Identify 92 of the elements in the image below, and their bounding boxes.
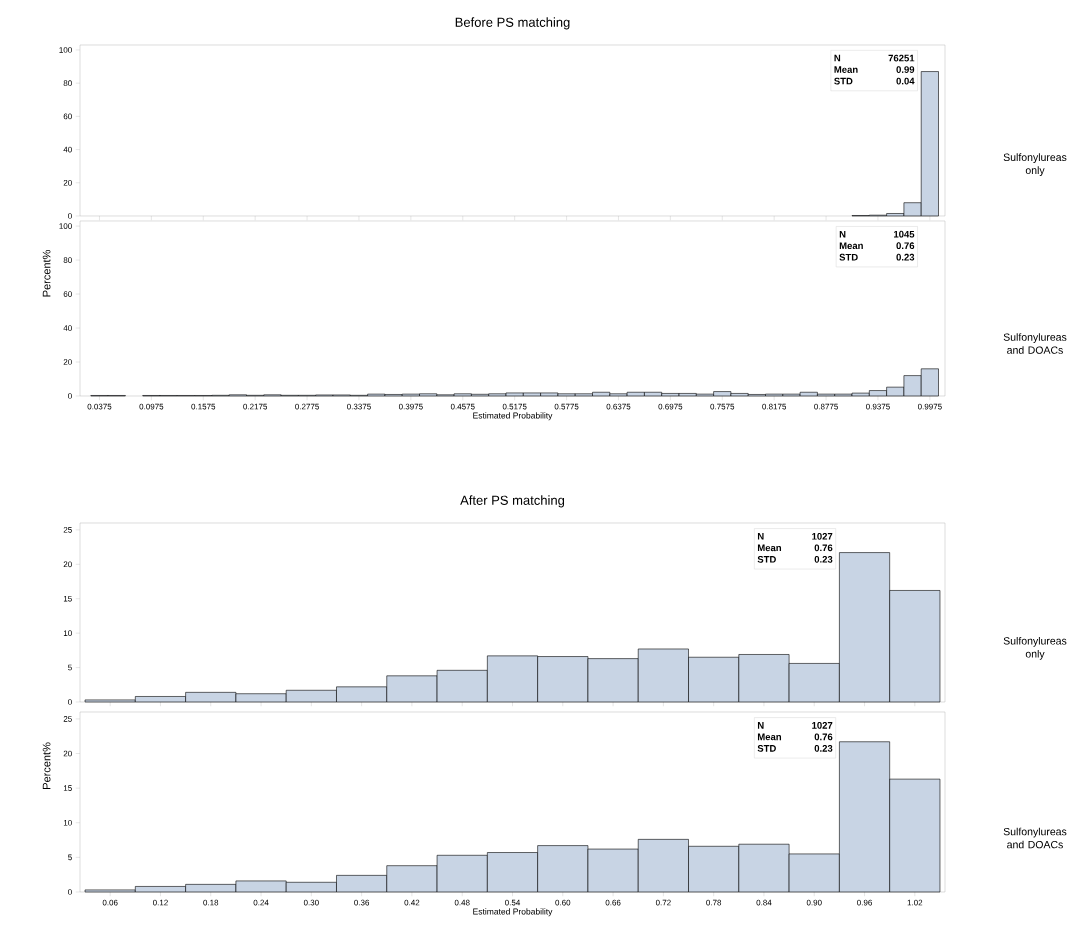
- x-tick-label: 0.7575: [710, 403, 735, 410]
- x-tick-label: 0.0375: [87, 403, 112, 410]
- x-tick-label: 0.1575: [191, 403, 216, 410]
- y-tick-label: 80: [63, 257, 72, 263]
- y-tick-label: 100: [59, 223, 72, 229]
- x-tick-label: 0.06: [102, 899, 118, 906]
- annotation: N: [834, 54, 841, 62]
- annotation: Mean: [757, 733, 782, 741]
- y-tick-label: 60: [63, 291, 72, 297]
- annotation: STD: [757, 555, 776, 563]
- y-tick-label: 10: [63, 630, 72, 636]
- x-tick-label: 0.5775: [554, 403, 579, 410]
- y-tick-label: 25: [63, 527, 72, 533]
- x-axis-title: Estimated Probability: [473, 412, 553, 421]
- annotation: STD: [757, 745, 776, 752]
- x-tick-label: 0.66: [605, 899, 621, 906]
- x-tick-label: 0.5175: [502, 403, 527, 410]
- x-tick-label: 0.48: [454, 899, 470, 906]
- y-tick-label: 20: [63, 179, 72, 186]
- annotation: 1045: [894, 230, 915, 238]
- chart-title: After PS matching: [460, 495, 565, 508]
- annotation: 0.04: [896, 77, 915, 85]
- x-tick-label: 0.54: [505, 899, 521, 906]
- y-tick-label: 60: [63, 113, 72, 120]
- annotation: STD: [839, 253, 858, 261]
- x-tick-label: 0.3375: [347, 403, 371, 410]
- text: Sulfonylureas only: [1003, 153, 1067, 177]
- annotation: Mean: [834, 66, 858, 73]
- x-tick-label: 0.9375: [866, 403, 890, 410]
- y-tick-label: 10: [63, 819, 72, 826]
- x-tick-label: 0.3975: [398, 403, 423, 410]
- text: Sulfonylureas only: [1003, 636, 1067, 660]
- x-axis-title: Estimated Probability: [473, 908, 553, 917]
- x-tick-label: 1.02: [907, 899, 923, 906]
- x-tick-label: 0.30: [303, 899, 319, 906]
- annotation: 1027: [812, 532, 833, 540]
- annotation: 0.76: [814, 544, 833, 552]
- annotation: 0.23: [814, 555, 833, 563]
- annotation: 0.76: [896, 242, 915, 250]
- x-tick-label: 0.96: [857, 899, 872, 906]
- y-tick-label: 5: [68, 664, 72, 671]
- y-tick-label: 0: [68, 393, 72, 399]
- text: Sulfonylureas and DOACs: [1003, 333, 1067, 354]
- y-tick-label: 0: [68, 213, 72, 219]
- y-tick-label: 15: [63, 595, 72, 602]
- annotation: Mean: [839, 242, 863, 250]
- y-tick-label: 80: [63, 80, 72, 86]
- annotation: 0.99: [896, 66, 915, 73]
- x-tick-label: 0.24: [253, 899, 269, 906]
- annotation: 0.76: [814, 733, 833, 741]
- y-tick-label: 0: [68, 889, 72, 895]
- y-tick-label: 20: [63, 561, 72, 568]
- annotation: 76251: [888, 54, 915, 62]
- y-tick-label: 0: [68, 699, 72, 705]
- x-tick-label: 0.2175: [243, 403, 268, 410]
- y-tick-label: 5: [68, 854, 72, 861]
- x-tick-label: 0.8775: [814, 403, 838, 410]
- y-tick-label: 20: [63, 359, 72, 365]
- y-tick-label: 40: [63, 146, 72, 153]
- annotation: N: [757, 722, 764, 729]
- x-tick-label: 0.9975: [917, 403, 942, 410]
- annotation: N: [839, 230, 846, 238]
- y-axis-title: Percent%: [42, 250, 51, 297]
- annotation: 1027: [812, 722, 833, 729]
- x-tick-label: 0.12: [153, 899, 168, 906]
- annotation: 0.23: [814, 745, 833, 752]
- x-tick-label: 0.8175: [762, 403, 787, 410]
- x-tick-label: 0.72: [655, 899, 671, 906]
- y-tick-label: 40: [63, 325, 72, 331]
- y-tick-label: 100: [59, 47, 72, 53]
- x-tick-label: 0.6975: [658, 403, 683, 410]
- text: Sulfonylureas and DOACs: [1003, 827, 1067, 849]
- x-tick-label: 0.84: [756, 899, 772, 906]
- y-tick-label: 20: [63, 750, 72, 757]
- y-tick-label: 15: [63, 785, 72, 791]
- chart-title: Before PS matching: [455, 17, 570, 30]
- y-axis-title: Percent%: [42, 742, 51, 789]
- x-tick-label: 0.90: [806, 899, 822, 906]
- x-tick-label: 0.2775: [295, 403, 319, 410]
- x-tick-label: 0.18: [203, 899, 219, 906]
- annotation: 0.23: [896, 253, 915, 261]
- y-tick-label: 25: [63, 716, 72, 722]
- annotation: STD: [834, 77, 853, 85]
- x-tick-label: 0.78: [706, 899, 722, 906]
- x-tick-label: 0.0975: [139, 403, 164, 410]
- x-tick-label: 0.42: [404, 899, 420, 906]
- x-tick-label: 0.60: [555, 899, 571, 906]
- x-tick-label: 0.4575: [450, 403, 475, 410]
- x-tick-label: 0.6375: [606, 403, 631, 410]
- annotation: Mean: [757, 544, 782, 552]
- x-tick-label: 0.36: [354, 899, 370, 906]
- annotation: N: [757, 533, 764, 540]
